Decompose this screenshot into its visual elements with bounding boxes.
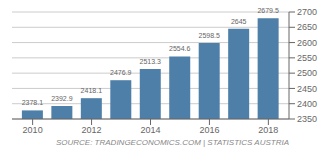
svg-text:2014: 2014 [140, 125, 160, 135]
svg-text:2700: 2700 [297, 7, 317, 17]
svg-text:2010: 2010 [23, 125, 43, 135]
svg-text:2500: 2500 [297, 68, 317, 78]
svg-text:2018: 2018 [258, 125, 278, 135]
svg-text:2550: 2550 [297, 53, 317, 63]
svg-text:2554.6: 2554.6 [169, 45, 191, 52]
svg-text:2392.9: 2392.9 [51, 95, 73, 102]
svg-text:2645: 2645 [231, 18, 247, 25]
svg-text:2598.5: 2598.5 [198, 32, 220, 39]
svg-text:2418.1: 2418.1 [81, 87, 103, 94]
svg-text:2012: 2012 [82, 125, 102, 135]
html-text:SOURCE: TRADINGECONOMICS.COM |: SOURCE: TRADINGECONOMICS.COM | STATISTIC… [55, 138, 289, 147]
svg-text:2350: 2350 [297, 114, 317, 124]
svg-text:2450: 2450 [297, 84, 317, 94]
svg-text:2513.3: 2513.3 [140, 58, 162, 65]
svg-text:2016: 2016 [199, 125, 219, 135]
svg-text:2476.9: 2476.9 [110, 69, 132, 76]
svg-text:2600: 2600 [297, 38, 317, 48]
svg-text:2378.1: 2378.1 [22, 99, 44, 106]
svg-text:2400: 2400 [297, 99, 317, 109]
svg-text:2650: 2650 [297, 22, 317, 32]
svg-text:2679.5: 2679.5 [257, 7, 279, 14]
